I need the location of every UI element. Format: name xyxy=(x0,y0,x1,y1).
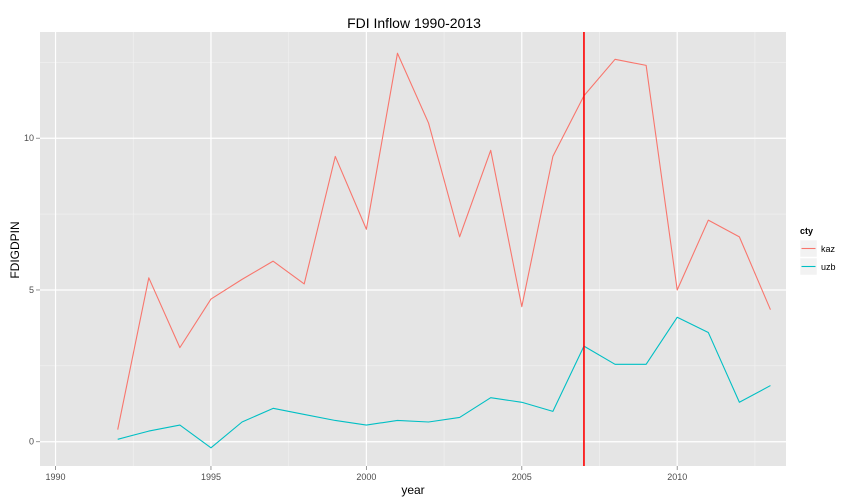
y-tick-label: 5 xyxy=(29,285,34,295)
y-axis-title: FDIGDPIN xyxy=(8,221,22,278)
y-tick-label: 0 xyxy=(29,437,34,447)
plot-panel xyxy=(40,32,786,466)
legend-label-kaz: kaz xyxy=(821,244,836,254)
series-line-uzb xyxy=(117,316,771,449)
x-axis-title: year xyxy=(401,483,424,497)
legend-title: cty xyxy=(800,226,813,236)
x-tick-label: 2010 xyxy=(667,472,687,482)
chart-title: FDI Inflow 1990-2013 xyxy=(347,15,481,31)
x-tick-label: 1995 xyxy=(201,472,221,482)
x-tick-label: 1990 xyxy=(46,472,66,482)
x-tick-label: 2000 xyxy=(356,472,376,482)
y-axis-ticks: 0 5 10 xyxy=(24,133,40,447)
legend-label-uzb: uzb xyxy=(821,262,836,272)
x-tick-label: 2005 xyxy=(512,472,532,482)
series-line-kaz xyxy=(117,52,771,430)
plot-area xyxy=(40,32,786,466)
x-axis-ticks: 1990 1995 2000 2005 2010 xyxy=(46,466,687,482)
y-tick-label: 10 xyxy=(24,133,34,143)
